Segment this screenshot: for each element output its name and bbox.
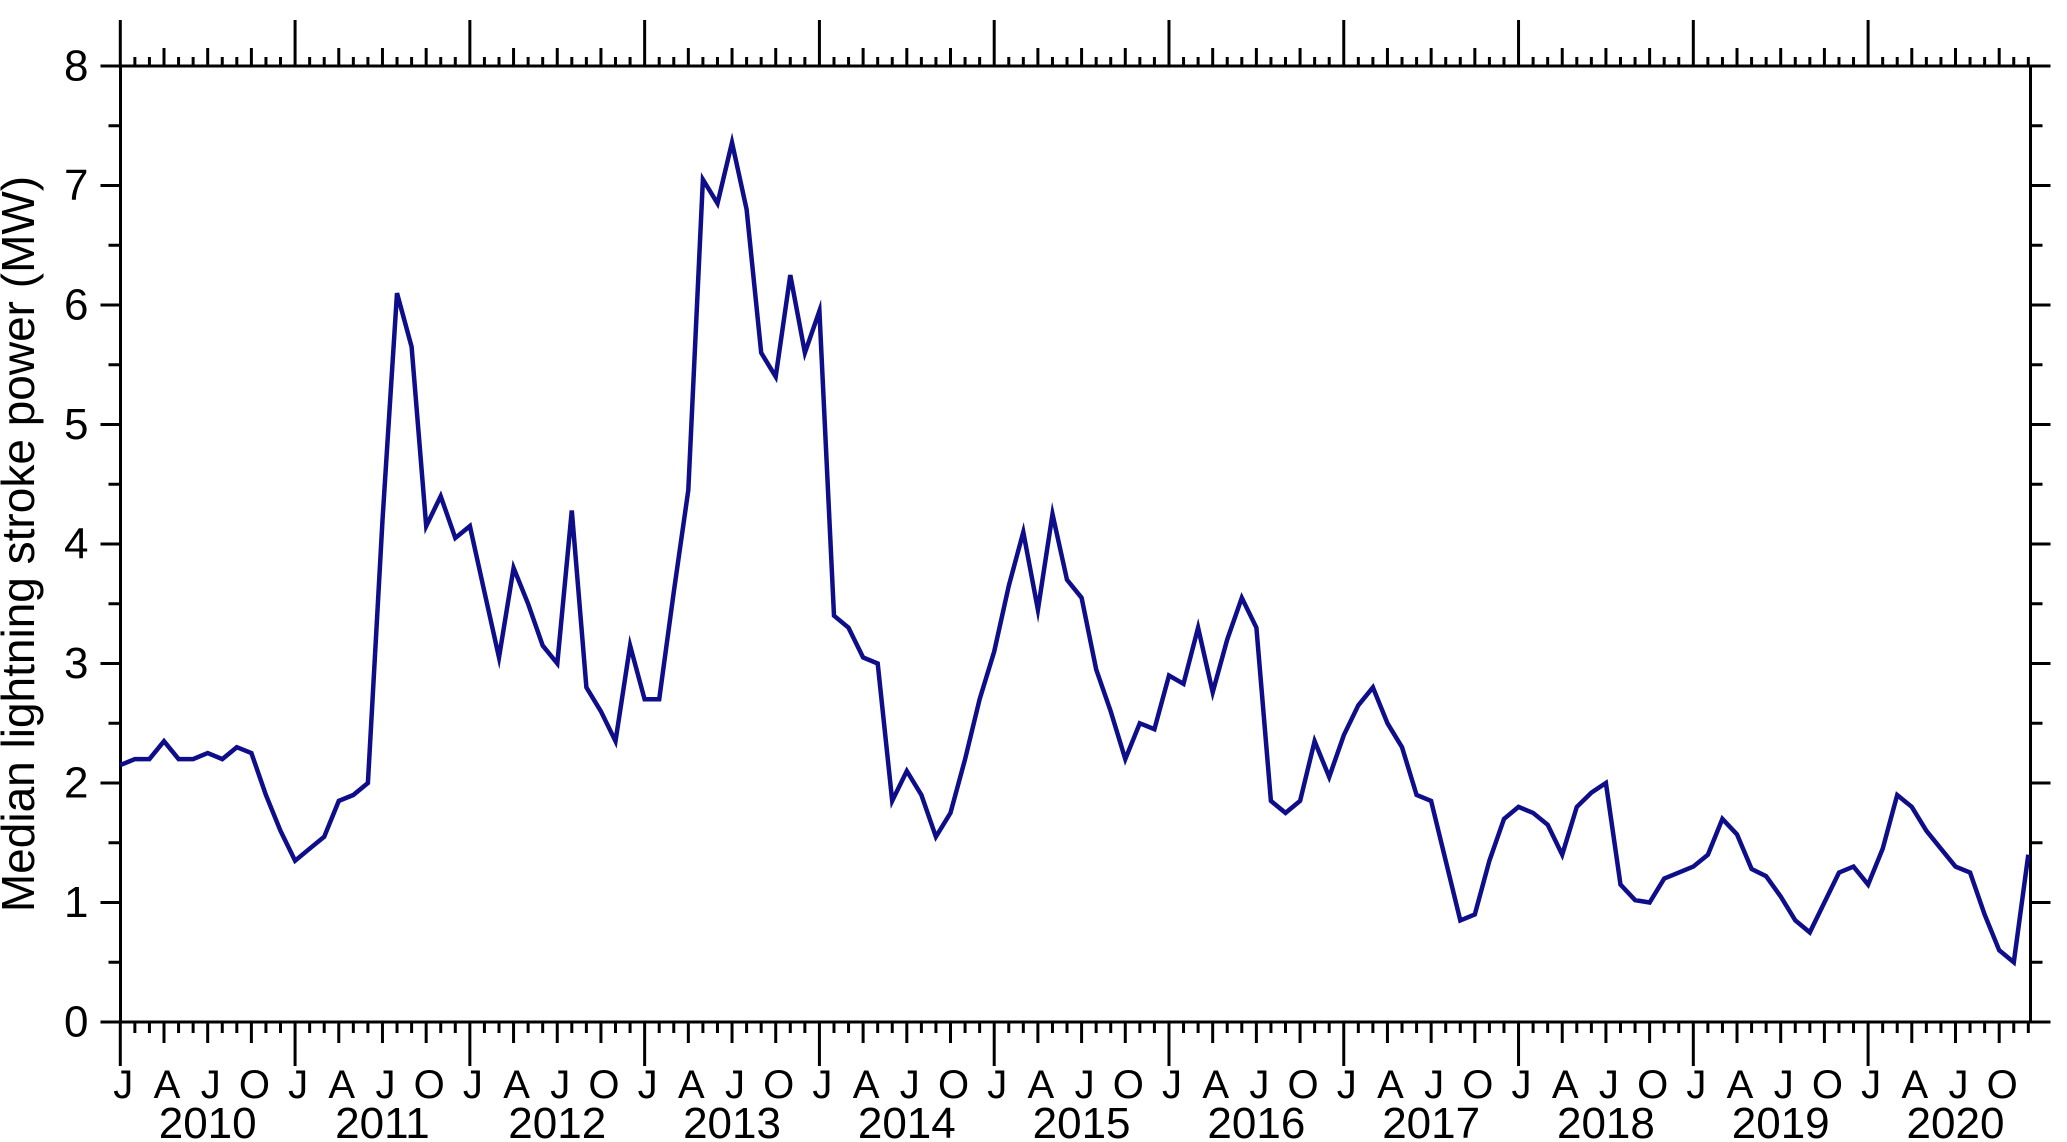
x-axis-month-label: J: [550, 1063, 570, 1107]
x-axis-month-label: A: [1202, 1063, 1229, 1107]
x-axis-month-label: O: [1113, 1063, 1144, 1107]
y-axis-tick-label: 4: [64, 520, 88, 569]
x-axis-month-label: J: [1861, 1063, 1881, 1107]
y-axis-tick-label: 6: [64, 281, 88, 330]
x-axis-month-label: J: [812, 1063, 832, 1107]
x-axis-year-label: 2017: [1382, 1099, 1480, 1142]
plot-frame: [119, 64, 2032, 1024]
x-axis-year-label: 2012: [508, 1099, 606, 1142]
x-axis-month-label: A: [154, 1063, 181, 1107]
x-axis-month-label: O: [1987, 1063, 2018, 1107]
x-axis-year-label: 2011: [335, 1099, 430, 1142]
x-axis-month-label: J: [1337, 1063, 1357, 1107]
y-axis-tick-label: 8: [64, 42, 88, 91]
x-axis-month-label: O: [239, 1063, 270, 1107]
x-axis-month-label: A: [1727, 1063, 1754, 1107]
x-axis-month-label: A: [1901, 1063, 1928, 1107]
x-axis-month-label: O: [1812, 1063, 1843, 1107]
x-axis-month-label: O: [938, 1063, 969, 1107]
x-axis-month-label: J: [201, 1063, 221, 1107]
x-axis-month-label: J: [463, 1063, 483, 1107]
x-axis-month-label: O: [1288, 1063, 1319, 1107]
x-axis-month-label: O: [1462, 1063, 1493, 1107]
x-axis-month-label: A: [1028, 1063, 1055, 1107]
x-axis-month-label: A: [1377, 1063, 1404, 1107]
x-axis-year-label: 2016: [1207, 1099, 1305, 1142]
x-axis-year-label: 2010: [159, 1099, 257, 1142]
x-axis-month-label: J: [987, 1063, 1007, 1107]
y-axis-tick-label: 5: [64, 400, 88, 449]
x-axis-month-label: A: [678, 1063, 705, 1107]
x-axis-month-label: J: [1599, 1063, 1619, 1107]
data-line: [119, 132, 2031, 967]
x-axis-month-label: J: [900, 1063, 920, 1107]
y-axis-tick-label: 3: [64, 639, 88, 688]
x-axis-month-label: A: [328, 1063, 355, 1107]
x-axis-year-label: 2013: [683, 1099, 781, 1142]
x-axis-month-label: J: [1162, 1063, 1182, 1107]
x-axis-month-label: J: [1512, 1063, 1532, 1107]
x-axis-month-label: J: [638, 1063, 658, 1107]
x-axis-month-label: A: [853, 1063, 880, 1107]
x-axis-month-label: O: [763, 1063, 794, 1107]
x-axis-year-label: 2020: [1907, 1099, 2005, 1142]
x-axis-year-label: 2015: [1033, 1099, 1131, 1142]
x-axis-month-label: J: [1249, 1063, 1269, 1107]
x-axis-month-label: J: [1948, 1063, 1968, 1107]
y-axis-title: Median lightning stroke power (MW): [0, 176, 44, 912]
x-axis-month-label: O: [1637, 1063, 1668, 1107]
x-axis-month-label: A: [1552, 1063, 1579, 1107]
x-axis-month-label: J: [1774, 1063, 1794, 1107]
x-axis-month-label: J: [1075, 1063, 1095, 1107]
x-axis-month-label: O: [588, 1063, 619, 1107]
y-axis-tick-label: 2: [64, 759, 88, 808]
x-axis-month-label: O: [414, 1063, 445, 1107]
x-axis-month-label: J: [375, 1063, 395, 1107]
x-axis-month-label: J: [288, 1063, 308, 1107]
x-axis-month-label: J: [113, 1063, 133, 1107]
y-axis-tick-label: 1: [64, 878, 88, 927]
x-axis-year-label: 2018: [1557, 1099, 1655, 1142]
y-axis-tick-label: 7: [64, 161, 88, 210]
x-axis-month-label: J: [725, 1063, 745, 1107]
x-axis-year-label: 2019: [1732, 1099, 1830, 1142]
x-axis-month-label: J: [1686, 1063, 1706, 1107]
y-axis-tick-label: 0: [64, 998, 88, 1047]
x-axis-year-label: 2014: [858, 1099, 956, 1142]
x-axis-month-label: A: [503, 1063, 530, 1107]
x-axis-month-label: J: [1424, 1063, 1444, 1107]
